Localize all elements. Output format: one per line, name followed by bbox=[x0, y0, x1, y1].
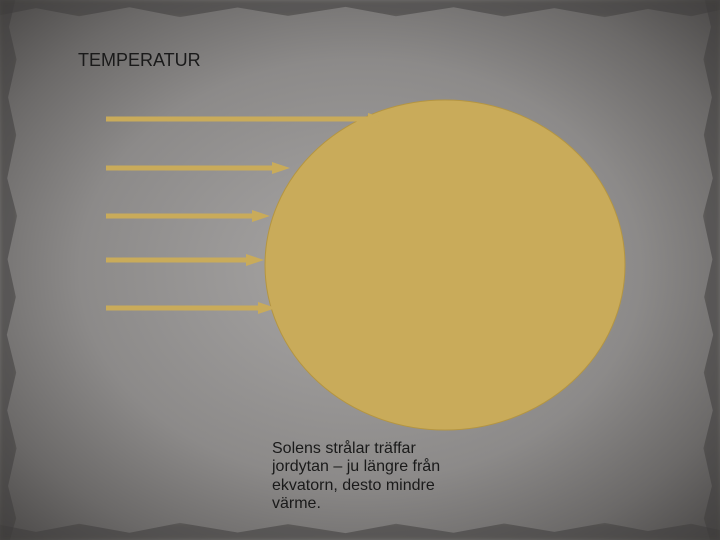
slide-caption: Solens strålar träffar jordytan – ju län… bbox=[272, 440, 462, 514]
ray-arrow bbox=[106, 302, 276, 314]
slide-frame: TEMPERATUR Solens strålar träffar jordyt… bbox=[0, 0, 720, 540]
earth-ellipse bbox=[265, 100, 625, 430]
ray-arrow bbox=[106, 254, 264, 266]
ray-arrow bbox=[106, 162, 290, 174]
ray-arrow bbox=[106, 113, 386, 125]
ray-arrow bbox=[106, 210, 270, 222]
